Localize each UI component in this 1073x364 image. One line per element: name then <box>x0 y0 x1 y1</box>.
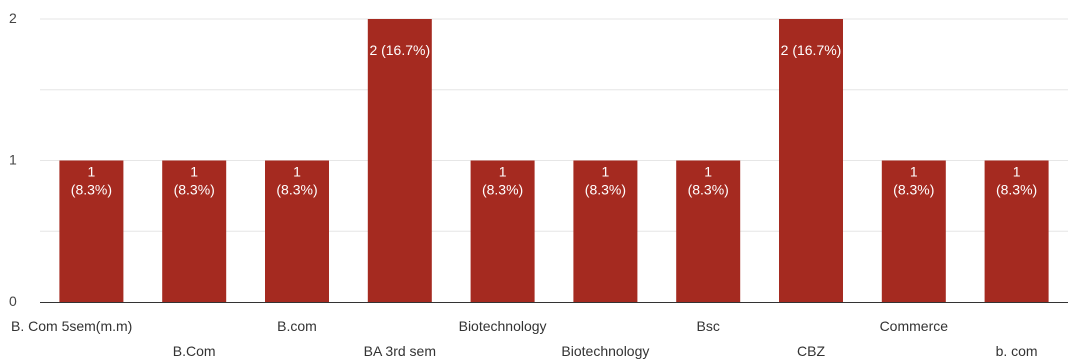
bar <box>573 160 638 302</box>
bar <box>265 160 329 302</box>
bar <box>59 160 124 302</box>
data-label: (8.3%) <box>585 182 626 198</box>
bar <box>779 19 843 302</box>
x-category-label: B.com <box>277 318 317 334</box>
x-category-label: B. Com 5sem(m.m) <box>11 318 132 334</box>
y-tick-label: 0 <box>9 293 17 309</box>
x-category-label: CBZ <box>797 343 825 359</box>
data-label: (8.3%) <box>996 182 1037 198</box>
data-label: (8.3%) <box>688 182 729 198</box>
data-label: (8.3%) <box>71 182 112 198</box>
data-label: 1 <box>293 164 301 180</box>
x-category-label: B.Com <box>173 343 216 359</box>
data-label: (8.3%) <box>276 182 317 198</box>
data-label: 1 <box>704 164 712 180</box>
y-tick-label: 1 <box>9 152 17 168</box>
data-label: 1 <box>1013 164 1021 180</box>
x-category-label: BA 3rd sem <box>364 343 436 359</box>
x-category-label: Biotechnology <box>459 318 547 334</box>
bar-layer <box>59 19 1049 302</box>
bar <box>881 160 946 302</box>
data-label: (8.3%) <box>893 182 934 198</box>
data-label: 2 (16.7%) <box>369 42 430 58</box>
data-label: 1 <box>602 164 610 180</box>
x-category-label: Commerce <box>880 318 949 334</box>
bar <box>676 160 741 302</box>
data-label: 1 <box>88 164 96 180</box>
data-label: 1 <box>190 164 198 180</box>
label-layer: 0 1 2 1 (8.3%) B. Com 5sem(m.m) 1 (8.3%) B.Com 1 (… <box>9 10 1038 359</box>
x-category-label: b. com <box>996 343 1038 359</box>
data-label: 1 <box>910 164 918 180</box>
bar <box>162 160 227 302</box>
data-label: (8.3%) <box>174 182 215 198</box>
data-label: (8.3%) <box>482 182 523 198</box>
x-category-label: Bsc <box>697 318 720 334</box>
bar <box>984 160 1049 302</box>
x-category-label: Biotechnology <box>561 343 649 359</box>
bar <box>470 160 535 302</box>
bar <box>367 19 432 302</box>
y-tick-label: 2 <box>9 10 17 26</box>
data-label: 2 (16.7%) <box>781 42 842 58</box>
data-label: 1 <box>499 164 507 180</box>
